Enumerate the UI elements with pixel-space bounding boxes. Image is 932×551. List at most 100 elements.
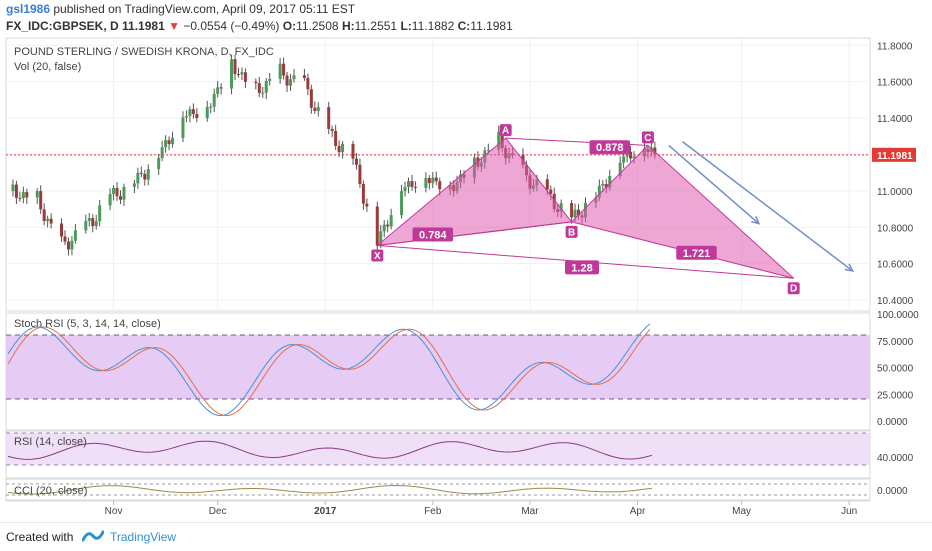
- candle-body: [46, 218, 50, 222]
- candle-body: [282, 63, 286, 76]
- candle-body: [60, 223, 64, 237]
- candle-body: [132, 183, 136, 187]
- candle-body: [597, 185, 601, 198]
- candle-body: [87, 218, 91, 221]
- time-tick-label: Nov: [105, 506, 123, 517]
- candle-body: [302, 75, 306, 78]
- ratio-badge: [565, 260, 599, 275]
- candle-body: [306, 77, 310, 90]
- rsi-tick: 40.0000: [877, 453, 914, 464]
- candle-body: [14, 184, 18, 198]
- candle-body: [216, 87, 220, 94]
- main-pane[interactable]: [5, 37, 871, 312]
- author-name[interactable]: gsl1986: [6, 2, 51, 16]
- time-tick-label: May: [732, 506, 751, 517]
- candle-body: [403, 187, 407, 192]
- ratio-label: 1.28: [571, 262, 592, 274]
- pattern-point-badge: [499, 124, 512, 137]
- price-axis[interactable]: 11.800011.600011.400011.200011.000010.80…: [877, 41, 914, 307]
- candle-body: [334, 130, 338, 146]
- candle-body: [601, 184, 605, 186]
- candle-body: [268, 78, 272, 81]
- chart-canvas[interactable]: X A B C D 0.784 0.878 1.721 1.28 POUND STERLING …: [0, 0, 932, 522]
- candle-body: [431, 177, 435, 184]
- publish-line: gsl1986 published on TradingView.com, Ap…: [6, 0, 932, 18]
- time-tick-label: Mar: [521, 506, 539, 517]
- close-label: C:: [457, 19, 471, 33]
- candle-body: [549, 189, 553, 194]
- time-tick-label: Jun: [841, 506, 857, 517]
- ratio-badge: [589, 140, 631, 155]
- candle-body: [119, 196, 123, 200]
- candle-body: [497, 131, 501, 150]
- footer: Created with TradingView: [0, 522, 932, 551]
- candle-body: [94, 221, 98, 227]
- candle-body: [289, 79, 293, 86]
- time-tick-label: Dec: [209, 506, 227, 517]
- candle-body: [143, 173, 147, 180]
- down-arrow-icon: ▼: [168, 19, 180, 33]
- created-with-text: Created with: [6, 530, 74, 544]
- candle-body: [309, 89, 313, 108]
- candle-body: [122, 186, 126, 200]
- candle-body: [261, 92, 265, 94]
- candle-body: [545, 179, 549, 190]
- candle-body: [559, 203, 563, 212]
- stoch-tick-label: 25.0000: [877, 390, 914, 401]
- candle-body: [278, 63, 282, 79]
- stoch-tick-label: 75.0000: [877, 337, 914, 348]
- candle-body: [264, 80, 268, 93]
- last-price-tag: 11.1981: [872, 147, 916, 162]
- candle-body: [257, 83, 261, 94]
- stoch-rsi-band: [6, 335, 870, 399]
- projection-arrows[interactable]: [668, 141, 855, 273]
- rsi-line: [7, 440, 653, 460]
- candle-body: [230, 59, 234, 89]
- high-label: H:: [341, 19, 355, 33]
- stoch-tick-label: 0.0000: [877, 417, 908, 428]
- stoch-rsi-label: Stoch RSI (5, 3, 14, 14, close): [14, 318, 161, 330]
- candle-body: [361, 183, 365, 204]
- candle-body: [427, 178, 431, 184]
- candle-body: [70, 240, 74, 250]
- pattern-point-badge: [565, 225, 578, 238]
- candle-body: [604, 184, 608, 188]
- main-pane-title: POUND STERLING / SWEDISH KRONA, D, FX_ID…: [14, 46, 274, 58]
- cci-pane[interactable]: [5, 478, 871, 501]
- candle-body: [66, 241, 70, 250]
- candle-body: [157, 158, 161, 170]
- candle-body: [316, 107, 320, 111]
- candle-body: [438, 181, 442, 190]
- candle-body: [11, 184, 15, 191]
- candle-body: [181, 117, 185, 138]
- pattern-point-label: X: [374, 251, 381, 262]
- price-tick-label: 10.4000: [877, 296, 914, 307]
- price-tick-label: 11.6000: [877, 78, 913, 89]
- time-tick-label: 2017: [314, 506, 337, 517]
- price-tick-label: 11.8000: [877, 41, 913, 52]
- harmonic-pattern[interactable]: X A B C D 0.784 0.878 1.721 1.28: [371, 124, 800, 295]
- tradingview-brand[interactable]: TradingView: [110, 530, 177, 544]
- high-value: 11.2551: [354, 19, 398, 33]
- candle-body: [98, 205, 102, 222]
- close-value: 11.1981: [470, 19, 513, 33]
- down-arrow-line: [668, 144, 760, 225]
- pattern-ratio-line: [377, 221, 572, 246]
- candle-body: [21, 192, 25, 199]
- arrow-head-icon: [844, 263, 855, 273]
- ratio-label: 1.721: [683, 248, 711, 260]
- candle-body: [243, 72, 247, 82]
- time-tick-label: Apr: [630, 506, 646, 517]
- candle-body: [146, 169, 150, 180]
- candle-body: [351, 143, 355, 159]
- stoch-tick-label: 50.0000: [877, 364, 914, 375]
- time-axis[interactable]: Nov Dec 2017 Feb Mar Apr May Jun: [105, 501, 858, 517]
- price-change: −0.0554 (−0.49%): [183, 19, 280, 33]
- candle-body: [330, 128, 334, 131]
- candle-body: [313, 107, 317, 111]
- candle-body: [570, 203, 574, 218]
- candle-body: [115, 187, 119, 197]
- tradingview-logo-icon[interactable]: [81, 529, 105, 548]
- ratio-badge: [676, 245, 717, 260]
